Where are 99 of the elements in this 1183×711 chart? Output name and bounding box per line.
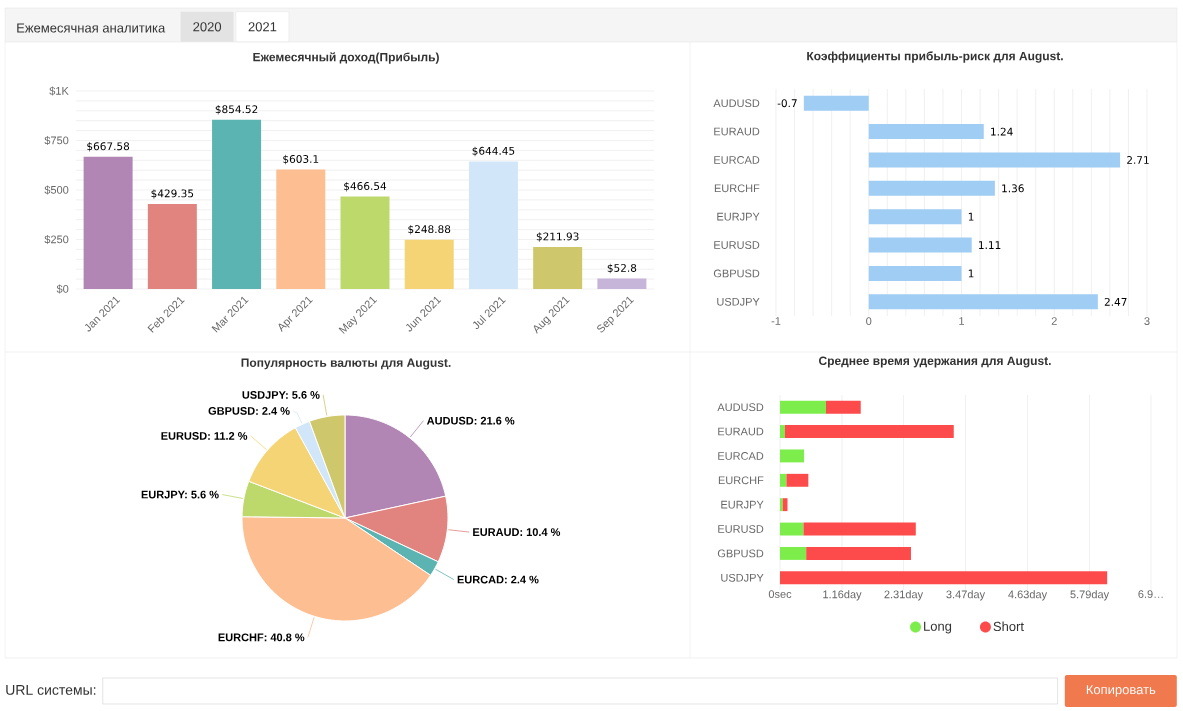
- data-label: 1: [968, 269, 974, 278]
- x-tick-label: 2.31day: [884, 590, 924, 601]
- data-label: $52.8: [607, 263, 637, 274]
- y-tick-label: $250: [44, 235, 69, 244]
- y-tick-label: EURCHF: [714, 184, 760, 193]
- legend-label: Long: [924, 621, 952, 634]
- slice-label: EURCAD: 2.4 %: [457, 575, 539, 584]
- slice-label: EURJPY: 5.6 %: [141, 490, 219, 499]
- chart-title: Популярность валюты для August.: [241, 358, 451, 370]
- bar: [780, 498, 783, 512]
- y-tick-label: $500: [44, 185, 69, 195]
- text: 2020: [193, 22, 222, 32]
- bar: [784, 425, 954, 439]
- x-tick-label: 1.16day: [823, 590, 862, 601]
- data-label: $248.88: [408, 225, 451, 235]
- bar: [780, 400, 826, 414]
- bar: [868, 294, 1098, 310]
- bar: [276, 169, 326, 289]
- data-label: 1.36: [1002, 184, 1024, 193]
- data-label: 1: [968, 212, 974, 221]
- y-tick-label: USDJPY: [721, 573, 764, 582]
- bar: [533, 247, 583, 289]
- y-tick-label: EURCAD: [714, 156, 760, 164]
- y-tick-label: AUDUSD: [713, 99, 760, 108]
- data-label: $667.58: [87, 142, 130, 152]
- bar: [868, 152, 1121, 168]
- bar: [868, 237, 972, 253]
- slice-label: EURUSD: 11.2 %: [161, 432, 248, 440]
- bar: [147, 203, 197, 289]
- bar: [868, 209, 962, 225]
- y-tick-label: GBPUSD: [713, 269, 760, 278]
- y-tick-label: EURJPY: [717, 212, 760, 221]
- bar: [468, 161, 518, 289]
- slice-label: AUDUSD: 21.6 %: [426, 416, 515, 425]
- chart-title: Коэффициенты прибыль-риск для August.: [807, 51, 1063, 63]
- x-tick-label: 4.63day: [1008, 590, 1048, 601]
- y-tick-label: USDJPY: [717, 297, 760, 306]
- y-tick-label: EURUSD: [714, 241, 760, 249]
- text: 2021: [248, 22, 277, 32]
- data-label: $603.1: [283, 154, 319, 165]
- x-tick-label: 5.79day: [1070, 590, 1110, 601]
- data-label: $211.93: [536, 232, 579, 242]
- bar: [825, 400, 861, 414]
- bar: [803, 95, 869, 111]
- bar: [806, 546, 911, 560]
- bar: [780, 571, 1108, 585]
- x-tick-label: 1: [959, 317, 965, 325]
- bar: [803, 522, 916, 536]
- data-label: 1.11: [979, 241, 1001, 249]
- data-label: $644.45: [472, 146, 515, 157]
- x-tick-label: 0: [866, 317, 872, 325]
- data-label: 2.47: [1104, 297, 1127, 306]
- slice-label: EURAUD: 10.4 %: [473, 528, 561, 536]
- data-label: 1.24: [991, 127, 1013, 136]
- y-tick-label: EURAUD: [718, 427, 764, 436]
- x-tick-label: 2: [1051, 317, 1057, 325]
- chart-title: Ежемесячный доход(Прибыль): [253, 52, 439, 64]
- y-tick-label: AUDUSD: [717, 403, 764, 412]
- x-tick-label: 3: [1144, 317, 1150, 325]
- bar: [340, 196, 390, 289]
- y-tick-label: $0: [56, 284, 69, 294]
- x-tick-label: -1: [771, 317, 781, 325]
- slice-label: GBPUSD: 2.4 %: [208, 407, 290, 415]
- x-tick-label: 6.9…: [1138, 590, 1163, 598]
- bar: [868, 124, 984, 140]
- bar: [780, 425, 785, 439]
- y-tick-label: EURUSD: [718, 525, 764, 533]
- slice-label: EURCHF: 40.8 %: [218, 633, 305, 642]
- bar: [212, 119, 262, 289]
- bar: [404, 239, 454, 289]
- y-tick-label: $1K: [49, 86, 69, 96]
- data-label: 2.71: [1127, 156, 1149, 164]
- y-tick-label: EURJPY: [721, 500, 764, 509]
- text: Копировать: [1086, 685, 1156, 697]
- slice-label: USDJPY: 5.6 %: [242, 391, 320, 399]
- data-label: -0.7: [777, 99, 797, 108]
- text: Ежемесячная аналитика: [17, 23, 166, 33]
- y-tick-label: EURCAD: [718, 452, 764, 460]
- y-tick-label: EURCHF: [718, 476, 764, 485]
- bar: [868, 180, 995, 196]
- y-tick-label: GBPUSD: [717, 549, 764, 558]
- bar: [780, 473, 787, 487]
- y-tick-label: $750: [44, 136, 69, 145]
- text: URL системы:: [6, 685, 96, 695]
- bar: [780, 449, 805, 463]
- bar: [780, 546, 807, 560]
- bar: [868, 265, 962, 281]
- legend-label: Short: [993, 621, 1024, 632]
- bar: [83, 156, 133, 289]
- bar: [780, 522, 804, 536]
- data-label: $854.52: [215, 105, 258, 115]
- y-tick-label: EURAUD: [714, 127, 760, 136]
- bar: [786, 473, 809, 487]
- bar: [597, 278, 647, 289]
- x-tick-label: 3.47day: [946, 590, 986, 601]
- chart-title: Среднее время удержания для August.: [818, 356, 1051, 368]
- data-label: $466.54: [344, 181, 387, 192]
- data-label: $429.35: [151, 189, 194, 199]
- x-tick-label: 0sec: [768, 590, 792, 598]
